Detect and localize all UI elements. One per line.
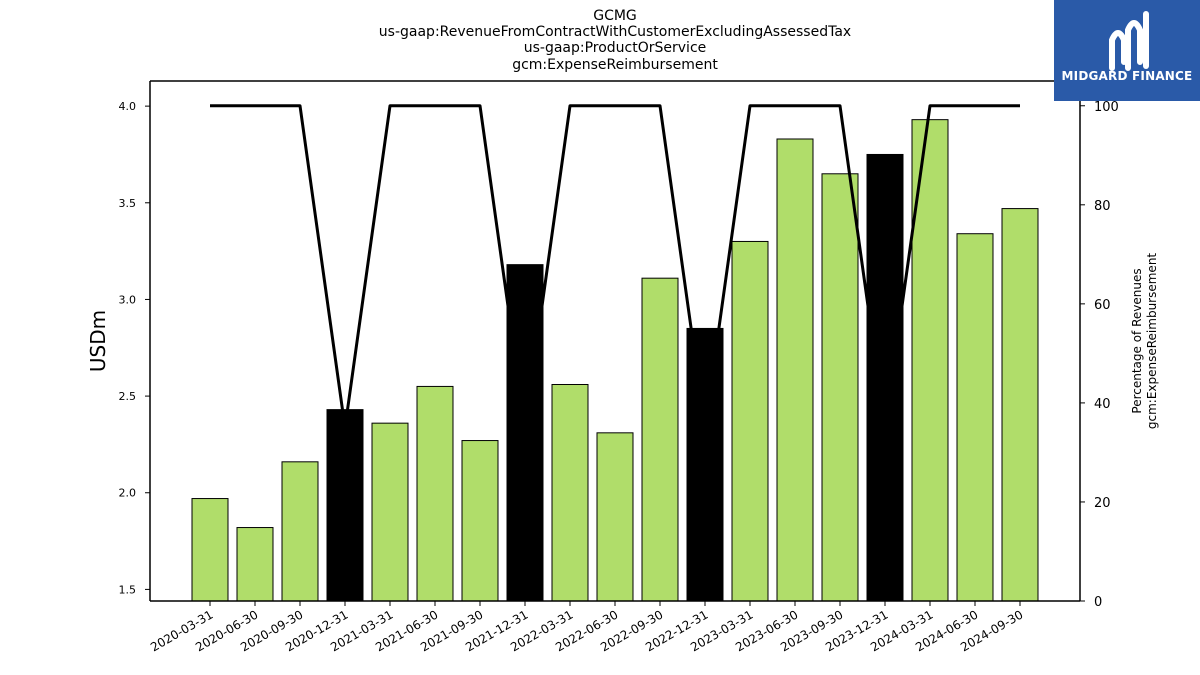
bar [461, 440, 499, 602]
y-tick-label: 4.0 [119, 100, 137, 113]
bar [641, 277, 679, 602]
logo-text: MIDGARD FINANCE [1061, 69, 1193, 83]
y-tick-label: 2.0 [119, 487, 137, 500]
bar [596, 432, 634, 602]
y-tick-label: 1.5 [119, 583, 137, 596]
y-axis-label: USDm [86, 310, 110, 372]
logo-mark-icon [1109, 11, 1149, 71]
bar [326, 409, 364, 602]
y2-tick-label: 80 [1094, 199, 1111, 214]
y2-axis-label-line: gcm:ExpenseReimbursement [1145, 253, 1159, 430]
bar [281, 461, 319, 602]
chart-title-line: GCMG [593, 8, 637, 24]
chart-title-line: gcm:ExpenseReimbursement [512, 57, 718, 73]
brand-logo: MIDGARD FINANCE [1054, 0, 1200, 101]
bar [551, 383, 589, 602]
y2-tick-label: 20 [1094, 496, 1111, 511]
series-line [210, 104, 1020, 430]
y2-tick-label: 100 [1094, 100, 1119, 115]
bar [191, 498, 229, 602]
y-tick-label: 2.5 [119, 390, 137, 403]
bar [506, 264, 544, 602]
bar [371, 422, 409, 602]
y-tick-label: 3.5 [119, 197, 137, 210]
bar [416, 385, 454, 602]
y2-tick-label: 40 [1094, 397, 1111, 412]
chart-title-line: us-gaap:RevenueFromContractWithCustomerE… [378, 24, 852, 40]
y2-tick-label: 60 [1094, 298, 1111, 313]
bar [236, 527, 274, 602]
chart-title-line: us-gaap:ProductOrService [523, 40, 707, 56]
y2-tick-label: 0 [1094, 595, 1102, 610]
bar [866, 153, 904, 602]
bar [731, 240, 769, 602]
bar [776, 138, 814, 602]
bar [956, 233, 994, 602]
y2-axis-label-line: Percentage of Revenues [1130, 268, 1144, 413]
bar [686, 327, 724, 602]
y-tick-label: 3.0 [119, 293, 137, 306]
bar [821, 173, 859, 602]
bar [1001, 208, 1039, 602]
